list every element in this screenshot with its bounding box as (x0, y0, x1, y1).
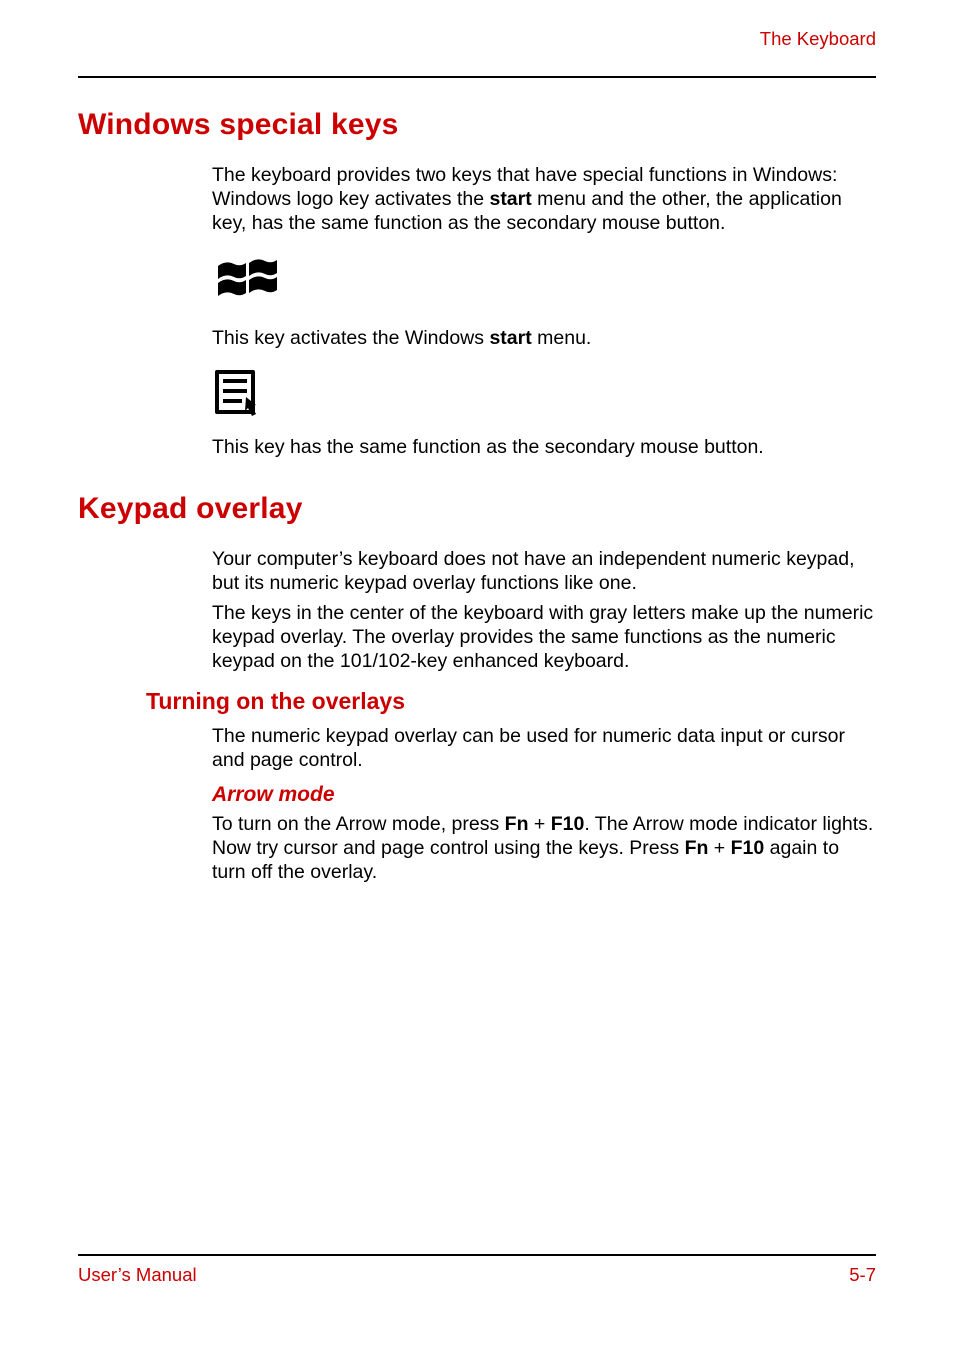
heading-keypad-overlay: Keypad overlay (78, 492, 876, 526)
paragraph: To turn on the Arrow mode, press Fn + F1… (212, 813, 876, 885)
page-footer: User’s Manual 5-7 (78, 1254, 876, 1286)
paragraph: The keyboard provides two keys that have… (212, 164, 876, 236)
application-key-icon (212, 367, 876, 422)
icon-caption: This key activates the Windows start men… (212, 327, 876, 351)
windows-logo-icon (212, 252, 876, 313)
paragraph: The keys in the center of the keyboard w… (212, 602, 876, 674)
heading-arrow-mode: Arrow mode (212, 783, 876, 807)
icon-caption: This key has the same function as the se… (212, 436, 876, 460)
paragraph: Your computer’s keyboard does not have a… (212, 548, 876, 596)
footer-right: 5-7 (849, 1264, 876, 1286)
heading-turning-on-overlays: Turning on the overlays (146, 688, 876, 715)
footer-rule (78, 1254, 876, 1256)
footer-left: User’s Manual (78, 1264, 197, 1286)
header-chapter-title: The Keyboard (760, 28, 876, 50)
heading-windows-special-keys: Windows special keys (78, 108, 876, 142)
paragraph: The numeric keypad overlay can be used f… (212, 725, 876, 773)
